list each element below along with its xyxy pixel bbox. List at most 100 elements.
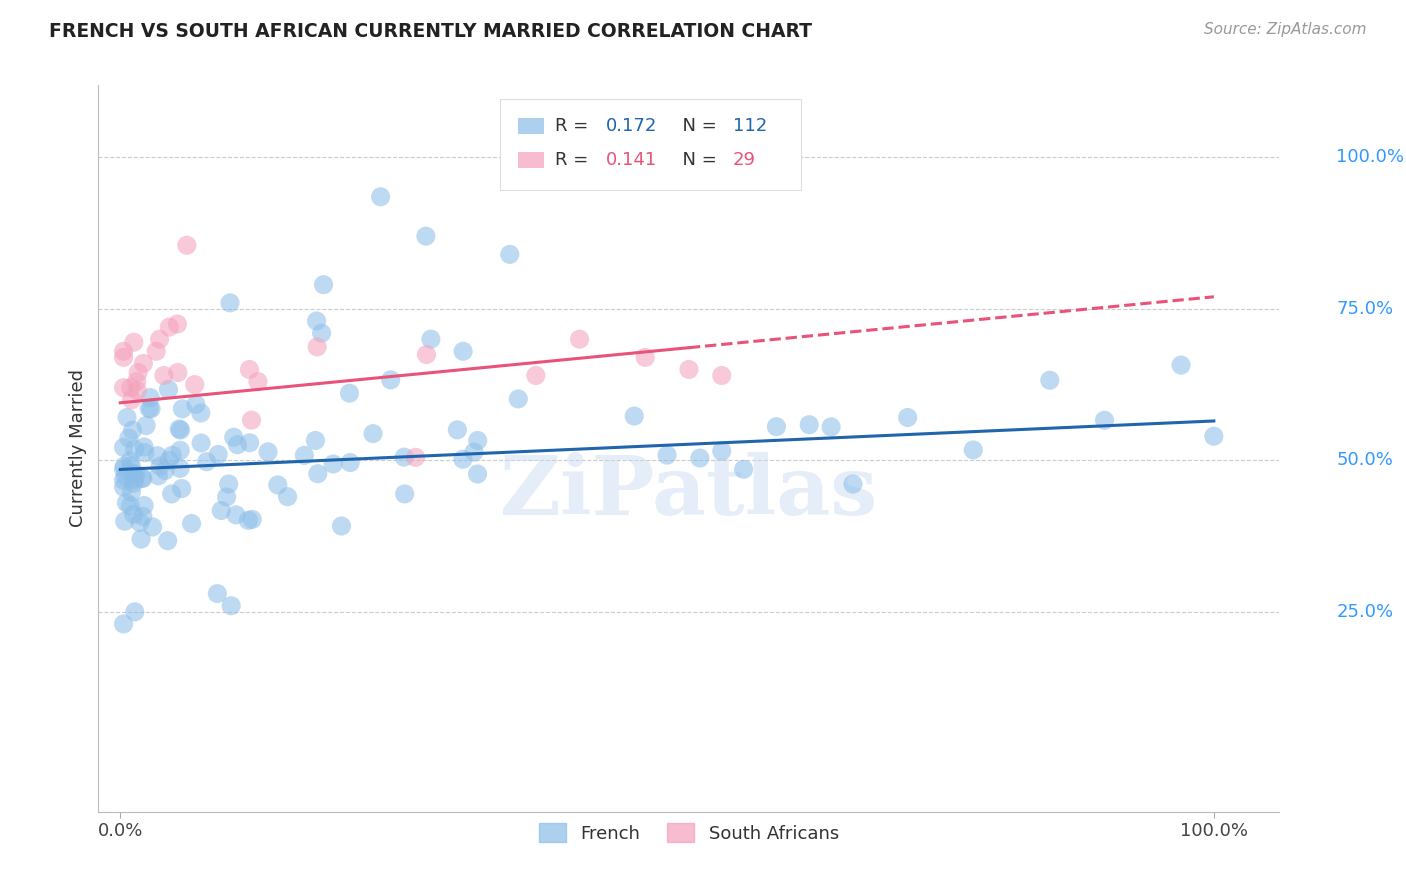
Text: 50.0%: 50.0% bbox=[1336, 451, 1393, 469]
Point bbox=[238, 513, 260, 527]
Point bbox=[166, 366, 188, 380]
Point bbox=[370, 190, 392, 204]
Point bbox=[114, 514, 136, 528]
Point bbox=[215, 490, 238, 504]
Point bbox=[112, 459, 135, 474]
Point bbox=[125, 467, 148, 482]
Point bbox=[524, 368, 547, 383]
Point bbox=[467, 467, 489, 481]
Point bbox=[112, 381, 135, 395]
Text: 25.0%: 25.0% bbox=[1336, 603, 1393, 621]
Point bbox=[207, 447, 229, 461]
Point bbox=[689, 451, 711, 466]
Text: R =: R = bbox=[555, 117, 595, 136]
Point bbox=[765, 419, 787, 434]
Point bbox=[499, 247, 522, 261]
Point bbox=[157, 453, 180, 467]
Point bbox=[467, 434, 489, 448]
Point bbox=[132, 509, 155, 524]
Point bbox=[131, 471, 153, 485]
Point bbox=[134, 499, 156, 513]
Point bbox=[508, 392, 530, 406]
Point bbox=[112, 351, 135, 365]
Point bbox=[170, 482, 193, 496]
Text: 0.172: 0.172 bbox=[606, 117, 658, 136]
Text: 100.0%: 100.0% bbox=[1336, 148, 1405, 167]
Point bbox=[132, 471, 155, 485]
Point bbox=[225, 508, 247, 522]
Point bbox=[145, 344, 167, 359]
Point bbox=[139, 391, 162, 405]
Point bbox=[451, 452, 474, 467]
Point bbox=[122, 508, 145, 522]
Point bbox=[463, 445, 485, 459]
Point bbox=[125, 375, 148, 389]
Point bbox=[415, 347, 437, 361]
Text: FRENCH VS SOUTH AFRICAN CURRENTLY MARRIED CORRELATION CHART: FRENCH VS SOUTH AFRICAN CURRENTLY MARRIE… bbox=[49, 22, 813, 41]
Point bbox=[190, 436, 212, 450]
Point bbox=[122, 335, 145, 350]
Point bbox=[115, 410, 138, 425]
Text: 75.0%: 75.0% bbox=[1336, 300, 1393, 318]
Point bbox=[267, 478, 290, 492]
Point bbox=[240, 413, 263, 427]
Point bbox=[451, 344, 474, 359]
Point bbox=[129, 516, 152, 530]
Point bbox=[124, 605, 146, 619]
Point bbox=[446, 423, 468, 437]
Point bbox=[169, 461, 191, 475]
Text: ZiPatlas: ZiPatlas bbox=[499, 452, 879, 532]
Point bbox=[405, 450, 427, 465]
Point bbox=[1039, 373, 1062, 387]
Point bbox=[419, 332, 441, 346]
Point bbox=[132, 440, 155, 454]
Legend: French, South Africans: French, South Africans bbox=[531, 816, 846, 850]
Point bbox=[339, 386, 361, 401]
Point bbox=[156, 533, 179, 548]
Point bbox=[710, 368, 733, 383]
Y-axis label: Currently Married: Currently Married bbox=[69, 369, 87, 527]
Point bbox=[307, 340, 329, 354]
Point bbox=[207, 587, 229, 601]
Point bbox=[292, 449, 315, 463]
Point bbox=[820, 420, 842, 434]
Point bbox=[415, 229, 437, 244]
Point bbox=[138, 401, 160, 416]
Point bbox=[112, 480, 135, 494]
Point bbox=[339, 456, 361, 470]
Point bbox=[322, 457, 344, 471]
Point bbox=[169, 443, 191, 458]
Point bbox=[361, 426, 384, 441]
Point bbox=[240, 512, 263, 526]
Text: N =: N = bbox=[671, 117, 723, 136]
Point bbox=[132, 356, 155, 370]
Point bbox=[962, 442, 984, 457]
Point bbox=[120, 458, 142, 473]
Point bbox=[1170, 358, 1192, 372]
Point bbox=[799, 417, 821, 432]
Point bbox=[124, 472, 146, 486]
Point bbox=[655, 448, 678, 462]
Point bbox=[121, 423, 143, 437]
Point bbox=[394, 487, 416, 501]
Point bbox=[149, 459, 172, 474]
Point bbox=[112, 616, 135, 631]
Point bbox=[226, 438, 249, 452]
Point bbox=[195, 455, 218, 469]
Point bbox=[135, 418, 157, 433]
Point bbox=[120, 454, 142, 468]
Point bbox=[277, 490, 299, 504]
Point bbox=[148, 332, 170, 346]
Point bbox=[218, 477, 240, 491]
Text: N =: N = bbox=[671, 151, 723, 169]
Point bbox=[167, 422, 190, 436]
Point bbox=[1202, 429, 1225, 443]
Text: R =: R = bbox=[555, 151, 595, 169]
Point bbox=[118, 431, 141, 445]
Point bbox=[160, 448, 183, 462]
Point bbox=[172, 401, 194, 416]
Point bbox=[120, 381, 142, 395]
Text: 112: 112 bbox=[733, 117, 766, 136]
Point bbox=[305, 314, 328, 328]
Point bbox=[312, 277, 335, 292]
